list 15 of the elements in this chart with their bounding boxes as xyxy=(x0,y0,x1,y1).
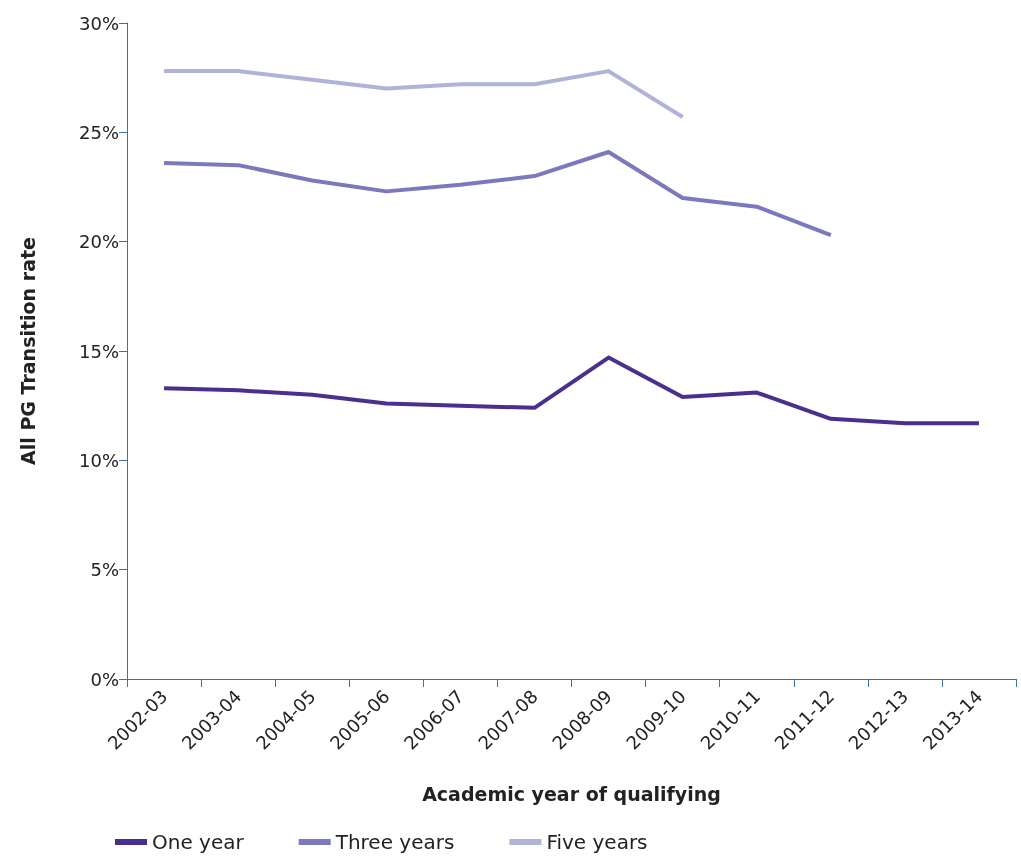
legend-label: Three years xyxy=(334,830,455,854)
line-series xyxy=(162,69,685,120)
y-tick-label: 15% xyxy=(78,340,119,362)
legend-label: Five years xyxy=(546,830,648,854)
y-tick-label: 20% xyxy=(78,231,119,253)
y-tick-label: 30% xyxy=(78,12,119,34)
line-series xyxy=(162,355,981,426)
legend-label: One year xyxy=(152,830,245,854)
y-tick-label: 25% xyxy=(78,121,119,143)
x-axis-title: Academic year of qualifying xyxy=(422,782,721,805)
y-tick-label: 0% xyxy=(90,668,119,690)
y-tick-label: 5% xyxy=(90,559,119,581)
y-axis-title: All PG Transition rate xyxy=(16,237,39,465)
y-tick-label: 10% xyxy=(78,449,119,471)
line-series xyxy=(162,150,833,238)
